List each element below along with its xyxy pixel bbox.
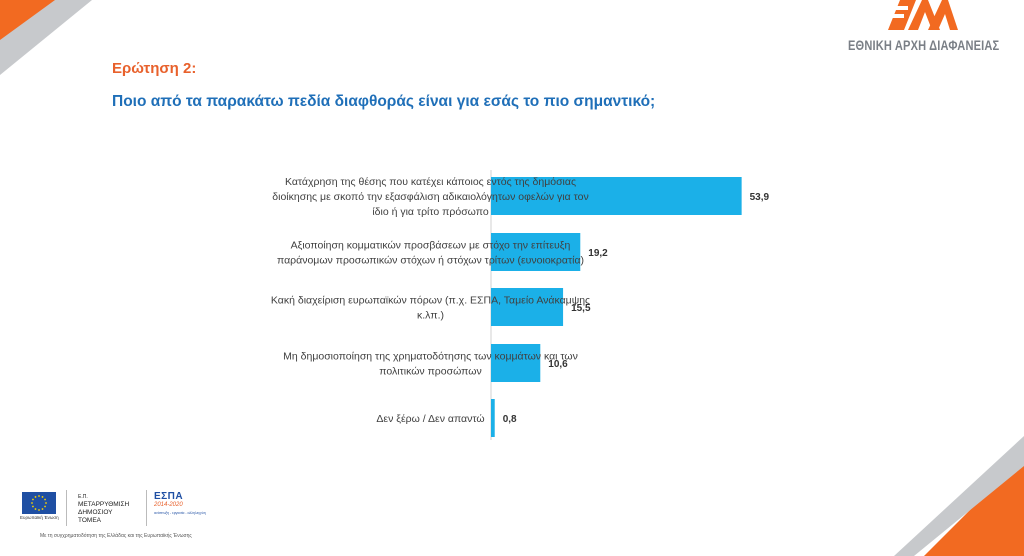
espa-subtitle: ανάπτυξη - εργασία - αλληλεγγύη: [154, 511, 206, 515]
category-label: διοίκησης με σκοπό την εξασφάλιση αδικαι…: [272, 191, 588, 203]
question-label: Ερώτηση 2:: [112, 60, 197, 77]
bottom-right-stripes: [894, 436, 1024, 556]
category-label: Δεν ξέρω / Δεν απαντώ: [376, 413, 484, 425]
ministry-line: Ε.Π.: [78, 494, 88, 500]
footer-divider: [146, 490, 147, 526]
footer-note: Με τη συγχρηματοδότηση της Ελλάδας και τ…: [40, 533, 192, 539]
category-label: κ.λπ.): [417, 310, 444, 322]
ead-logo: [888, 0, 958, 30]
eu-flag-icon: [22, 492, 56, 514]
bar: [491, 344, 541, 382]
espa-logo: ΕΣΠΑ 2014-2020 ανάπτυξη - εργασία - αλλη…: [154, 491, 206, 515]
ministry-line: ΤΟΜΕΑ: [78, 517, 101, 524]
top-left-stripes: [0, 0, 92, 75]
bar: [491, 288, 564, 326]
espa-title: ΕΣΠΑ: [154, 491, 184, 502]
espa-years: 2014-2020: [154, 502, 183, 508]
footer-divider: [66, 490, 67, 526]
bar: [491, 233, 581, 271]
bar: [491, 177, 742, 215]
category-label: παράνομων προσωπικών στόχων ή στόχων τρί…: [277, 255, 584, 267]
bar: [491, 399, 495, 437]
data-label: 10,6: [548, 359, 568, 370]
data-label: 53,9: [750, 192, 770, 203]
ministry-line: ΔΗΜΟΣΙΟΥ: [78, 509, 113, 516]
category-label: Αξιοποίηση κομματικών προσβάσεων με στόχ…: [291, 240, 571, 252]
category-label: Μη δημοσιοποίηση της χρηματοδότησης των …: [283, 351, 578, 363]
brand-name: ΕΘΝΙΚΗ ΑΡΧΗ ΔΙΑΦΑΝΕΙΑΣ: [848, 38, 1000, 53]
question-text: Ποιο από τα παρακάτω πεδία διαφθοράς είν…: [112, 93, 656, 110]
ministry-line: ΜΕΤΑΡΡΥΘΜΙΣΗ: [78, 501, 130, 508]
category-label: Κατάχρηση της θέσης που κατέχει κάποιος …: [285, 176, 576, 188]
eu-caption: Ευρωπαϊκή Ένωση: [20, 515, 59, 520]
category-label: ίδιο ή για τρίτο πρόσωπο: [372, 206, 488, 218]
data-label: 0,8: [503, 414, 517, 425]
category-label: πολιτικών προσώπων: [379, 366, 481, 378]
data-label: 15,5: [571, 303, 591, 314]
category-label: Κακή διαχείριση ευρωπαϊκών πόρων (π.χ. Ε…: [271, 295, 590, 307]
ministry-logo: Ε.Π. ΜΕΤΑΡΡΥΘΜΙΣΗ ΔΗΜΟΣΙΟΥ ΤΟΜΕΑ: [78, 493, 129, 525]
data-label: 19,2: [588, 248, 608, 259]
